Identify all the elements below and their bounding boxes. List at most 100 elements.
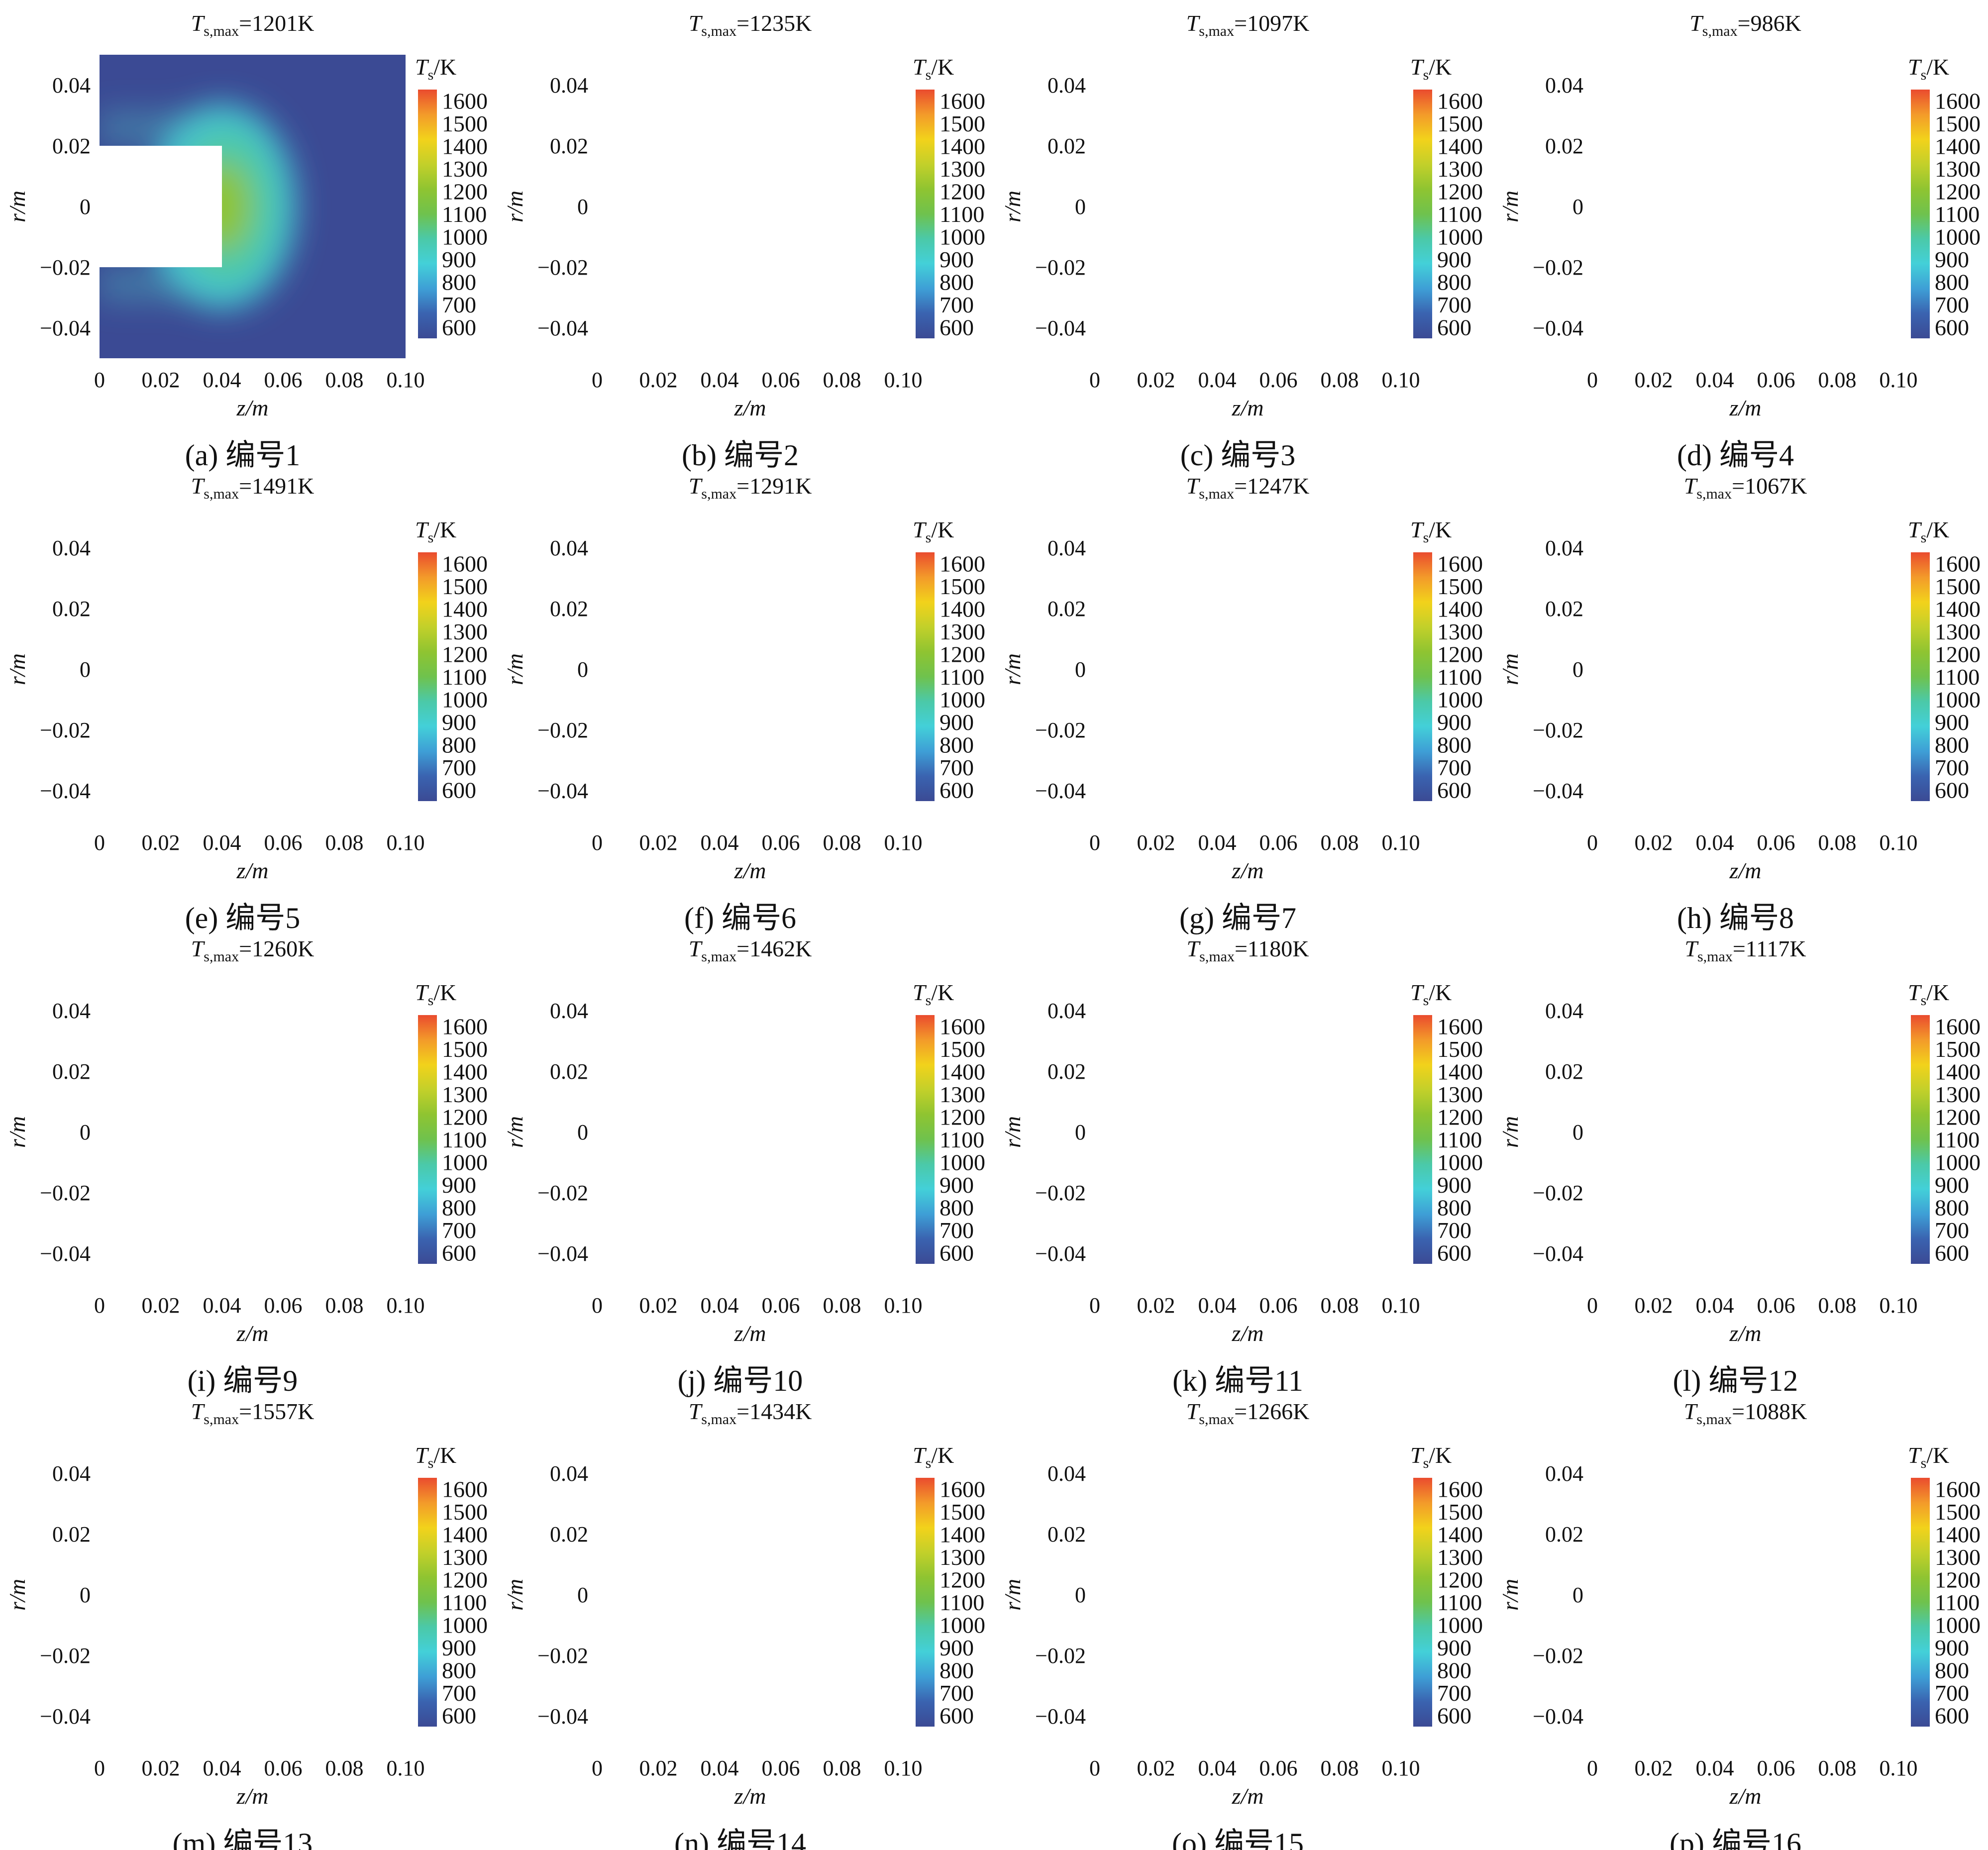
panel-caption: (j) 编号10 (678, 1364, 803, 1397)
colorbar-tick: 1300 (940, 619, 985, 644)
y-tick-label: 0.04 (1545, 73, 1583, 98)
colorbar-tick: 1500 (940, 111, 985, 136)
colorbar-tick: 800 (1437, 269, 1471, 295)
x-axis-label: z/m (236, 1321, 269, 1346)
x-tick-label: 0.10 (1880, 1756, 1918, 1780)
y-tick-label: 0.04 (1047, 536, 1086, 560)
panel-title: Ts,max=1117K (1684, 936, 1806, 965)
y-axis-label: r/m (1000, 1116, 1025, 1148)
panel-tmax: 986K (1751, 10, 1801, 36)
x-tick-label: 0.04 (1696, 368, 1734, 392)
x-tick-label: 0 (592, 368, 603, 392)
colorbar-tick: 800 (1935, 1657, 1969, 1683)
colorbar-tick: 700 (1935, 1680, 1969, 1706)
y-tick-label: −0.02 (537, 718, 588, 742)
x-tick-label: 0.08 (823, 1293, 861, 1318)
colorbar-tick: 1600 (1437, 551, 1483, 577)
colorbar-tick: 1200 (1935, 642, 1981, 667)
x-tick-label: 0.02 (1137, 1293, 1175, 1318)
y-tick-label: 0.04 (550, 73, 588, 98)
colorbar-tick: 900 (442, 710, 476, 735)
x-tick-label: 0 (592, 830, 603, 855)
x-tick-label: 0 (1587, 368, 1598, 392)
colorbar-tick: 1500 (1935, 111, 1981, 136)
colorbar-tick: 1100 (442, 1590, 487, 1615)
y-tick-label: 0.02 (1047, 134, 1086, 158)
heat-field (1092, 517, 1401, 821)
colorbar-tick: 1300 (442, 1082, 488, 1107)
colorbar-tick: 1500 (1935, 1499, 1981, 1525)
y-tick-label: 0 (577, 1583, 588, 1607)
x-tick-label: 0.10 (387, 368, 425, 392)
colorbar-tick: 900 (1935, 1635, 1969, 1660)
colorbar-tick: 1600 (940, 551, 985, 577)
panel-caption: (l) 编号12 (1673, 1364, 1798, 1397)
colorbar-tick: 1300 (1935, 619, 1981, 644)
colorbar-tick: 1300 (442, 619, 488, 644)
panel-tmax: 1067K (1745, 473, 1807, 499)
colorbar-tick: 1200 (1437, 1567, 1483, 1593)
x-tick-label: 0.04 (203, 368, 241, 392)
y-tick-label: −0.04 (537, 779, 588, 803)
colorbar-tick: 1000 (940, 687, 985, 712)
colorbar-tick: 1200 (1935, 179, 1981, 205)
y-tick-label: 0 (80, 657, 91, 682)
colorbar-tick: 800 (442, 1657, 476, 1683)
colorbar-tick: 700 (1437, 1680, 1471, 1706)
panel-caption: (n) 编号14 (674, 1827, 806, 1850)
x-tick-label: 0.06 (264, 368, 303, 392)
y-tick-label: −0.04 (537, 1241, 588, 1266)
colorbar: Ts/K 600700800900100011001200130014001500… (1908, 517, 1981, 803)
colorbar-tick: 800 (1437, 732, 1471, 757)
panel: Ts,max=1235K 0 0.02 0.04 0.06 0.08 0.10 0.04 0.0… (502, 10, 985, 472)
colorbar-tick: 1100 (1437, 664, 1482, 690)
colorbar-tick: 1200 (1437, 642, 1483, 667)
panel: Ts,max=1434K 0 0.02 0.04 0.06 0.08 0.10 0.04 0.0… (502, 1399, 985, 1850)
x-tick-label: 0 (94, 830, 105, 855)
panel-title: Ts,max=1260K (191, 936, 314, 965)
heat-field (97, 517, 406, 821)
colorbar-tick: 1100 (1935, 1590, 1980, 1615)
y-tick-label: 0 (577, 657, 588, 682)
y-tick-label: −0.02 (537, 255, 588, 280)
y-tick-label: 0 (1572, 1120, 1583, 1144)
cone-body (100, 146, 222, 267)
y-tick-label: 0.04 (1047, 1461, 1086, 1486)
colorbar-tick: 1500 (1437, 574, 1483, 599)
x-tick-label: 0 (592, 1756, 603, 1780)
colorbar-tick: 700 (442, 1680, 476, 1706)
x-tick-label: 0 (1089, 1293, 1100, 1318)
panel-title: Ts,max=1557K (191, 1399, 314, 1428)
x-tick-label: 0.02 (1137, 368, 1175, 392)
heat-field (1590, 980, 1898, 1284)
x-tick-label: 0.08 (325, 1293, 364, 1318)
x-tick-label: 0.02 (1635, 1293, 1673, 1318)
colorbar: Ts/K 600700800900100011001200130014001500… (415, 980, 488, 1265)
colorbar-tick: 600 (442, 1240, 476, 1265)
cone-body (97, 594, 222, 745)
y-axis-label: r/m (502, 1116, 527, 1148)
heat-field (97, 1443, 406, 1747)
panel-caption: (f) 编号6 (684, 902, 796, 934)
panel-grid: Ts,max=1201K 0 0.02 0.04 0.06 0.08 0.10 0.04 0.0… (4, 10, 1981, 1850)
cone-body (97, 1489, 222, 1701)
colorbar-tick: 1300 (1935, 1082, 1981, 1107)
x-tick-label: 0.02 (1635, 1756, 1673, 1780)
panel-caption: (p) 编号16 (1670, 1827, 1801, 1850)
colorbar-tick: 1600 (940, 1014, 985, 1039)
colorbar-tick: 1100 (1437, 1590, 1482, 1615)
colorbar-tick: 1000 (940, 1149, 985, 1175)
colorbar-tick: 1500 (442, 1499, 488, 1525)
cone-body (97, 1041, 222, 1223)
y-tick-label: 0 (1572, 657, 1583, 682)
panel-tmax: 1117K (1746, 936, 1806, 961)
x-axis-label: z/m (734, 1783, 766, 1809)
x-tick-label: 0.10 (387, 1293, 425, 1318)
colorbar: Ts/K 600700800900100011001200130014001500… (913, 517, 985, 803)
heat-field (595, 980, 903, 1284)
x-tick-label: 0.10 (387, 830, 425, 855)
y-tick-label: 0 (80, 1583, 91, 1607)
y-tick-label: 0.02 (1545, 1059, 1583, 1084)
colorbar-tick: 1200 (1935, 1105, 1981, 1130)
colorbar-tick: 600 (442, 777, 476, 803)
